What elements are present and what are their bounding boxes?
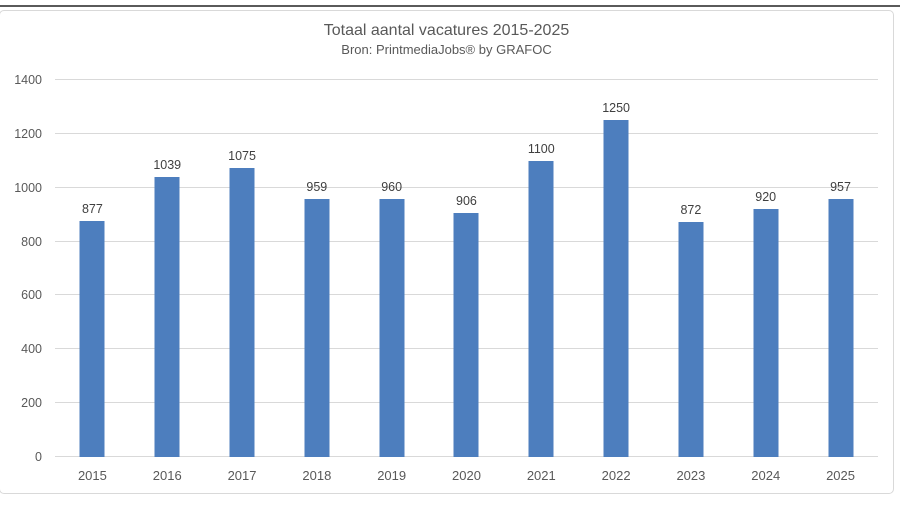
bar-slot: 877: [55, 80, 130, 457]
bar-value-label: 1039: [153, 158, 182, 173]
bar-value-label: 1100: [527, 141, 555, 156]
bar-value-label: 920: [755, 190, 777, 205]
bar-slot: 1075: [205, 80, 280, 457]
bar: [603, 120, 629, 457]
x-tick-label: 2019: [377, 468, 407, 483]
bar: [753, 209, 779, 457]
bar-value-label: 877: [81, 201, 103, 216]
bar-chart: Totaal aantal vacatures 2015-2025 Bron: …: [0, 10, 894, 494]
y-tick-label: 1200: [14, 126, 42, 141]
bar: [528, 160, 554, 457]
x-tick-label: 2021: [526, 468, 556, 483]
top-divider-line: [0, 5, 900, 7]
bar-slot: 1039: [130, 80, 205, 457]
bar: [828, 199, 854, 457]
bar: [678, 222, 704, 457]
x-labels-row: 2015 2016 2017 2018 2019 2020 2021 2022 2023 2024…: [55, 468, 878, 483]
gridline: [55, 79, 878, 80]
x-tick-label: 2025: [826, 468, 855, 483]
bar: [379, 198, 405, 457]
bar: [304, 198, 330, 457]
x-tick-label: 2024: [751, 468, 781, 483]
x-tick-label: 2017: [227, 468, 257, 483]
bar-value-label: 1075: [228, 148, 256, 163]
bar-slot: 957: [803, 80, 878, 457]
x-tick-label: 2020: [452, 468, 481, 483]
gridline: [55, 132, 878, 134]
bar-slot: 906: [429, 80, 504, 457]
x-tick-label: 2018: [302, 468, 332, 483]
bar-value-label: 906: [456, 194, 477, 209]
y-tick-label: 1000: [14, 180, 42, 195]
bar-slot: 1250: [579, 80, 654, 457]
bars-row: 877 1039 1075 959 960 906 1100 1250 872 920 957: [55, 80, 878, 457]
bar-value-label: 1250: [602, 101, 630, 116]
x-tick-label: 2023: [676, 468, 706, 483]
plot-area: 877 1039 1075 959 960 906 1100 1250 872 920 957: [55, 79, 878, 457]
x-tick-label: 2015: [77, 468, 107, 483]
bar-value-label: 872: [680, 203, 702, 218]
gridline: [55, 186, 878, 188]
y-tick-label: 200: [21, 396, 42, 411]
x-tick-label: 2016: [152, 468, 182, 483]
bar-slot: 959: [279, 80, 354, 457]
y-tick-label: 600: [21, 288, 42, 303]
chart-subtitle: Bron: PrintmediaJobs® by GRAFOC: [341, 42, 552, 57]
x-tick-label: 2022: [601, 468, 631, 483]
bar: [79, 220, 105, 457]
y-tick-label: 1400: [14, 73, 42, 87]
bar-value-label: 959: [306, 179, 328, 194]
bar-value-label: 960: [381, 179, 403, 194]
y-tick-label: 0: [35, 450, 42, 464]
bar-slot: 920: [728, 80, 803, 457]
bar-slot: 872: [654, 80, 729, 457]
bar-slot: 960: [354, 80, 429, 457]
bar-slot: 1100: [504, 80, 579, 457]
bar: [229, 167, 255, 457]
bar: [453, 213, 479, 457]
bar-value-label: 957: [830, 180, 851, 195]
chart-title: Totaal aantal vacatures 2015-2025: [323, 22, 570, 39]
y-tick-label: 800: [21, 234, 42, 249]
y-tick-label: 400: [21, 342, 42, 357]
bar: [154, 177, 180, 457]
